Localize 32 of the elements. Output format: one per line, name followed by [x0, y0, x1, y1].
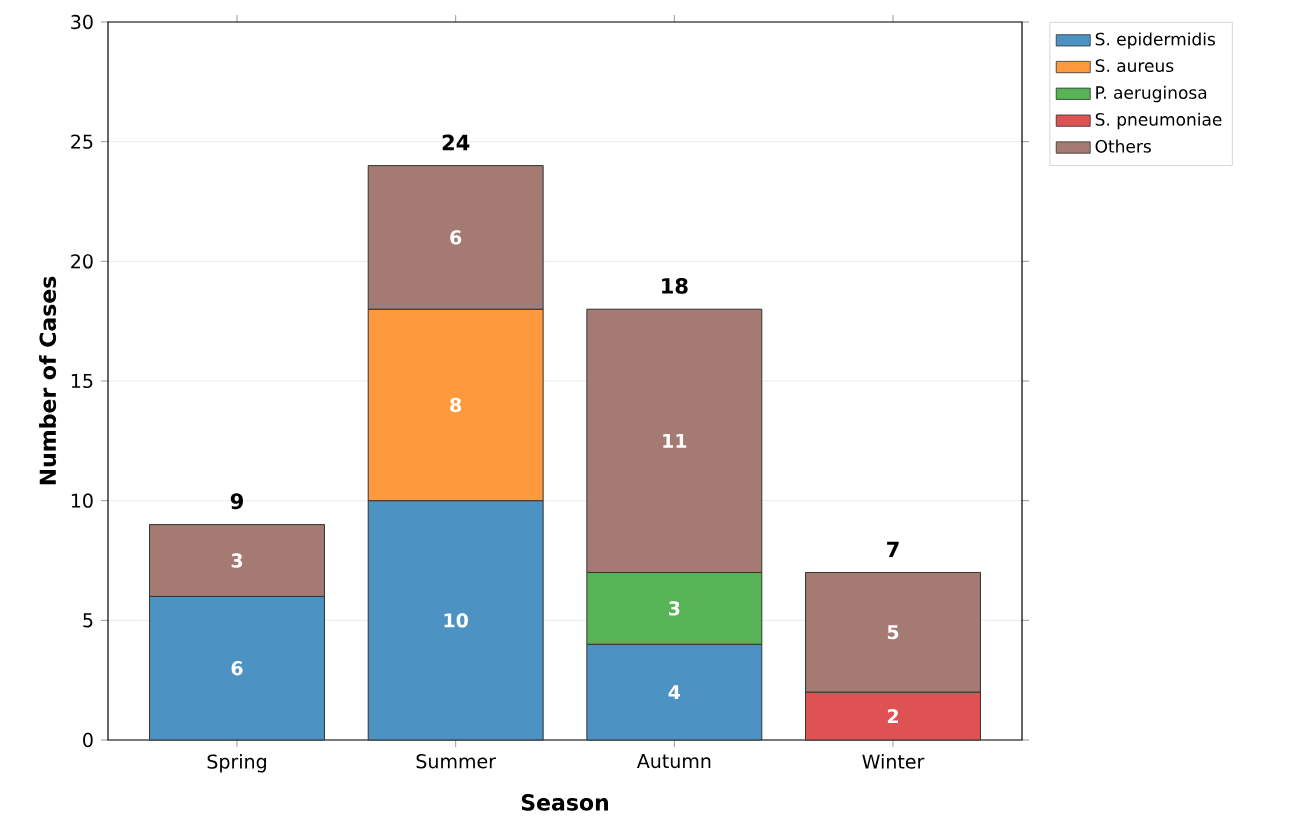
- data-label: 8: [450, 397, 462, 413]
- x-tick-label: Summer: [416, 754, 496, 769]
- data-label: 11: [663, 433, 687, 448]
- legend-label: S. aureus: [1095, 59, 1174, 73]
- total-label: 7: [887, 541, 899, 558]
- x-tick-label: Spring: [207, 754, 266, 773]
- y-tick-label: 15: [71, 373, 93, 389]
- data-label: 3: [231, 553, 243, 568]
- y-tick-label: 10: [71, 493, 93, 508]
- y-axis-title: Number of Cases: [39, 276, 57, 485]
- total-label: 18: [662, 277, 688, 294]
- legend-label: S. pneumoniae: [1095, 112, 1222, 130]
- legend-label: P. aeruginosa: [1096, 85, 1207, 103]
- legend-label: Others: [1095, 139, 1151, 153]
- data-label: 4: [668, 685, 681, 700]
- data-label: 5: [887, 625, 899, 640]
- total-label: 24: [442, 134, 470, 151]
- data-label: 6: [231, 661, 243, 676]
- y-tick-label: 25: [71, 134, 93, 149]
- data-label: 10: [444, 613, 468, 628]
- legend-label: S. epidermidis: [1095, 32, 1215, 49]
- total-label: 9: [230, 493, 243, 510]
- data-label: 6: [450, 230, 462, 245]
- x-tick-label: Winter: [862, 754, 925, 769]
- x-tick-label: Autumn: [636, 754, 711, 769]
- data-label: 3: [669, 601, 680, 616]
- y-tick-label: 5: [83, 613, 93, 628]
- y-tick-label: 0: [83, 732, 93, 748]
- y-tick-label: 30: [71, 14, 93, 30]
- data-label: 2: [887, 709, 898, 724]
- y-tick-label: 20: [71, 254, 93, 269]
- x-axis-title: Season: [521, 794, 609, 811]
